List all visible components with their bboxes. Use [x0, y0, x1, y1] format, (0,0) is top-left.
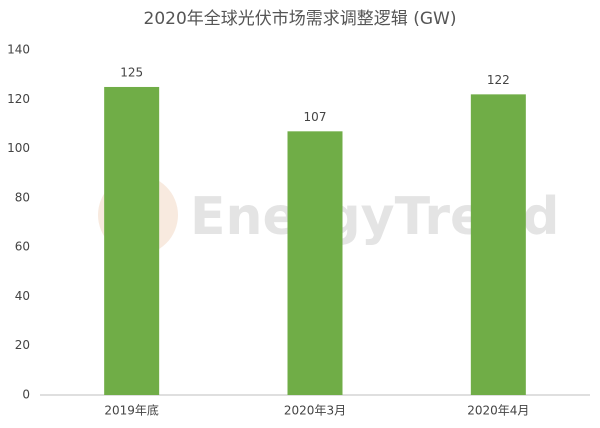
- y-tick-label: 80: [15, 190, 30, 204]
- value-label: 122: [487, 73, 510, 87]
- bar: [470, 94, 526, 395]
- bar: [287, 131, 343, 396]
- x-tick-label: 2019年底: [104, 403, 159, 418]
- value-label: 125: [120, 65, 143, 79]
- bar: [104, 86, 160, 395]
- y-tick-label: 120: [7, 92, 30, 106]
- y-tick-label: 40: [15, 289, 30, 303]
- value-label: 107: [304, 110, 327, 124]
- y-tick-label: 140: [7, 43, 30, 57]
- y-tick-label: 0: [22, 388, 30, 402]
- y-tick-label: 100: [7, 141, 30, 155]
- x-tick-label: 2020年3月: [284, 404, 346, 418]
- y-tick-label: 20: [15, 338, 30, 352]
- chart-title: 2020年全球光伏市场需求调整逻辑 (GW): [144, 9, 457, 29]
- y-tick-label: 60: [15, 240, 30, 254]
- x-tick-label: 2020年4月: [467, 404, 529, 418]
